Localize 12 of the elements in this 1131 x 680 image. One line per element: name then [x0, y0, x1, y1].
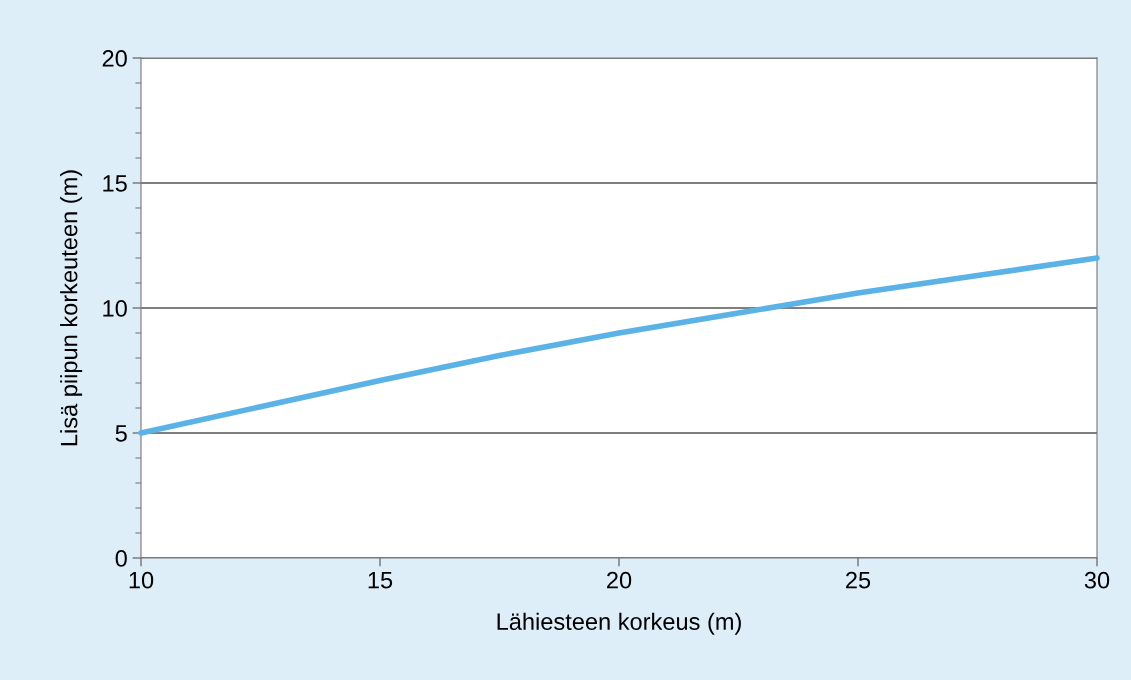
x-tick-label: 20: [607, 571, 632, 589]
y-tick-label: 10: [103, 300, 127, 317]
x-axis-title: Lähiesteen korkeus (m): [497, 612, 741, 635]
y-axis-title: Lisä piipun korkeuteen (m): [60, 170, 83, 446]
x-tick-label: 10: [129, 571, 154, 589]
x-tick-label: 30: [1084, 571, 1110, 589]
x-tick-label: 15: [368, 572, 393, 589]
y-tick-label: 5: [115, 425, 127, 442]
y-tick-label: 15: [103, 175, 127, 192]
y-tick-label: 20: [102, 50, 127, 67]
x-tick-label: 25: [846, 571, 871, 589]
y-tick-label: 0: [115, 550, 127, 567]
